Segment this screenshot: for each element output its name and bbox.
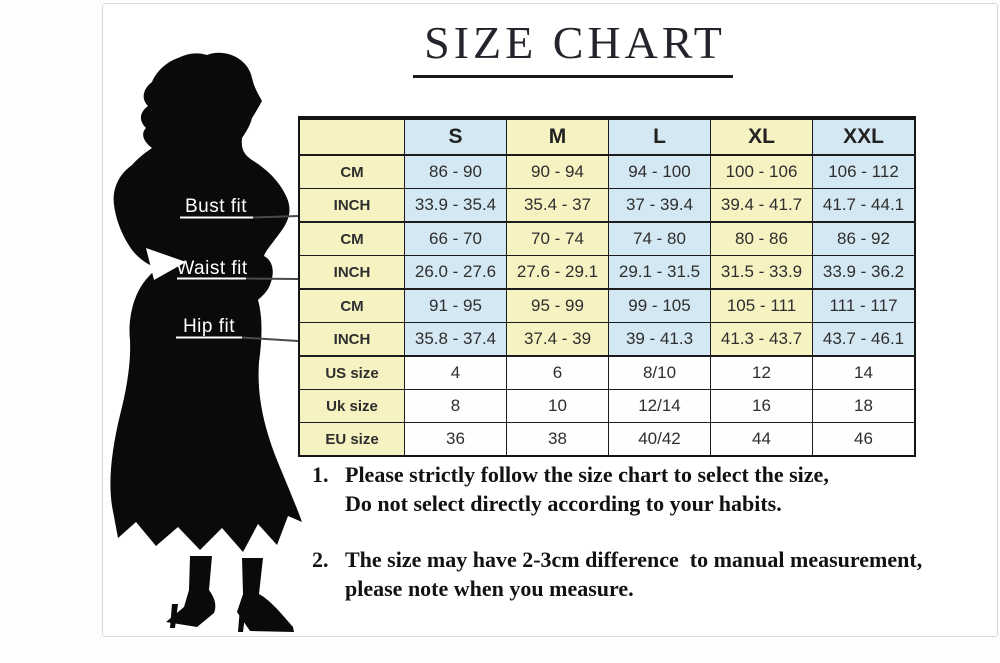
back-heel-spike [170,604,178,628]
table-cell: 33.9 - 35.4 [404,188,507,223]
page-title: SIZE CHART [424,17,726,68]
table-cell: 12 [710,355,813,390]
note-line: please note when you measure. [345,576,634,601]
table-cell: 86 - 90 [404,154,507,189]
table-cell: 41.3 - 43.7 [710,322,813,357]
title-underline [413,75,733,78]
row-label: CM [298,221,405,256]
table-cell: 31.5 - 33.9 [710,255,813,290]
table-cell: 86 - 92 [812,221,916,256]
table-cell: 35.4 - 37 [506,188,609,223]
row-label: CM [298,154,405,189]
col-header-xl: XL [710,117,813,156]
table-cell: 16 [710,389,813,423]
table-cell: 26.0 - 27.6 [404,255,507,290]
table-cell: 95 - 99 [506,288,609,323]
note-text: Please strictly follow the size chart to… [345,460,829,518]
table-cell: 6 [506,355,609,390]
table-cell: 18 [812,389,916,423]
table-cell: 36 [404,422,507,457]
table-cell: 10 [506,389,609,423]
table-row-eu-size: EU size 36 38 40/42 44 46 [298,422,916,457]
table-cell: 14 [812,355,916,390]
table-cell: 90 - 94 [506,154,609,189]
table-cell: 91 - 95 [404,288,507,323]
table-cell: 99 - 105 [608,288,711,323]
bust-fit-label: Bust fit [185,196,247,217]
note-line: The size may have 2-3cm difference to ma… [345,547,923,572]
table-cell: 70 - 74 [506,221,609,256]
table-cell: 29.1 - 31.5 [608,255,711,290]
col-header-m: M [506,117,609,156]
table-cell: 46 [812,422,916,457]
table-cell: 41.7 - 44.1 [812,188,916,223]
hip-connector-line [241,336,299,342]
table-cell: 44 [710,422,813,457]
woman-silhouette [110,52,302,553]
corner-cell [298,117,405,156]
note-line: Do not select directly according to your… [345,491,782,516]
row-label: EU size [298,422,405,457]
table-cell: 27.6 - 29.1 [506,255,609,290]
table-cell: 8 [404,389,507,423]
note-1: 1. Please strictly follow the size chart… [312,460,829,518]
table-cell: 74 - 80 [608,221,711,256]
size-table: S M L XL XXL CM 86 - 90 90 - 94 94 - 100… [298,116,916,457]
back-leg-shoe [166,556,216,627]
row-label: CM [298,288,405,323]
note-text: The size may have 2-3cm difference to ma… [345,545,922,603]
table-cell: 37.4 - 39 [506,322,609,357]
table-cell: 39.4 - 41.7 [710,188,813,223]
arm-gap [146,248,186,280]
table-cell: 35.8 - 37.4 [404,322,507,357]
table-cell: 38 [506,422,609,457]
front-heel-spike [238,607,246,632]
table-cell: 37 - 39.4 [608,188,711,223]
col-header-xxl: XXL [812,117,916,156]
table-row-waist-inch: INCH 26.0 - 27.6 27.6 - 29.1 29.1 - 31.5… [298,255,916,290]
col-header-l: L [608,117,711,156]
table-row-hip-inch: INCH 35.8 - 37.4 37.4 - 39 39 - 41.3 41.… [298,322,916,357]
table-row-waist-cm: CM 66 - 70 70 - 74 74 - 80 80 - 86 86 - … [298,221,916,256]
bust-connector-line [252,215,299,219]
waist-fit-label: Waist fit [176,258,248,279]
table-cell: 94 - 100 [608,154,711,189]
note-line: Please strictly follow the size chart to… [345,462,829,487]
table-cell: 33.9 - 36.2 [812,255,916,290]
table-cell: 39 - 41.3 [608,322,711,357]
table-cell: 80 - 86 [710,221,813,256]
table-cell: 106 - 112 [812,154,916,189]
note-2: 2. The size may have 2-3cm difference to… [312,545,922,603]
table-row-bust-cm: CM 86 - 90 90 - 94 94 - 100 100 - 106 10… [298,154,916,189]
table-cell: 43.7 - 46.1 [812,322,916,357]
table-cell: 4 [404,355,507,390]
row-label: US size [298,355,405,390]
front-leg-shoe [237,558,294,632]
figure-illustration: Bust fit Waist fit Hip fit [110,52,302,632]
table-cell: 105 - 111 [710,288,813,323]
table-row-hip-cm: CM 91 - 95 95 - 99 99 - 105 105 - 111 11… [298,288,916,323]
table-cell: 100 - 106 [710,154,813,189]
row-label: INCH [298,322,405,357]
hip-fit-label: Hip fit [183,316,235,337]
table-cell: 111 - 117 [812,288,916,323]
table-row-uk-size: Uk size 8 10 12/14 16 18 [298,389,916,423]
note-number: 1. [312,462,329,487]
note-number: 2. [312,547,329,572]
table-row-bust-inch: INCH 33.9 - 35.4 35.4 - 37 37 - 39.4 39.… [298,188,916,223]
table-cell: 40/42 [608,422,711,457]
table-cell: 66 - 70 [404,221,507,256]
table-cell: 8/10 [608,355,711,390]
row-label: INCH [298,188,405,223]
table-row-us-size: US size 4 6 8/10 12 14 [298,355,916,390]
row-label: INCH [298,255,405,290]
col-header-s: S [404,117,507,156]
table-header-row: S M L XL XXL [298,117,916,156]
row-label: Uk size [298,389,405,423]
waist-connector-line [245,277,299,280]
table-cell: 12/14 [608,389,711,423]
